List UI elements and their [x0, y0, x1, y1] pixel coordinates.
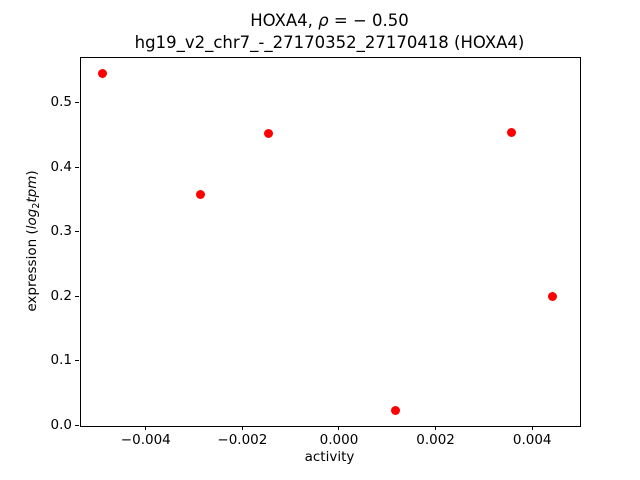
y-tick-label: 0.0	[50, 416, 72, 433]
chart-subtitle: hg19_v2_chr7_-_27170352_27170418 (HOXA4)	[134, 32, 525, 52]
data-point	[507, 128, 517, 138]
chart-title-gene: HOXA4,	[250, 11, 319, 30]
y-tick-label: 0.3	[50, 223, 72, 240]
y-tick-mark	[75, 166, 79, 168]
chart-title-rho-value: = − 0.50	[328, 11, 409, 30]
y-tick-label: 0.5	[50, 94, 72, 111]
y-axis-label-tpm: tpm	[24, 175, 40, 203]
y-tick-label: 0.2	[50, 287, 72, 304]
y-tick-mark	[75, 102, 79, 104]
y-tick-label: 0.1	[50, 352, 72, 369]
x-tick-mark	[338, 426, 340, 430]
data-point	[548, 292, 558, 302]
x-tick-label: 0.000	[319, 432, 359, 448]
x-tick-label: 0.002	[416, 432, 455, 448]
y-tick-mark	[75, 295, 79, 297]
x-tick-label: −0.004	[120, 432, 171, 448]
data-point	[196, 189, 206, 199]
y-tick-mark	[75, 360, 79, 362]
y-axis-label-subscript: 2	[31, 202, 42, 209]
x-tick-mark	[241, 426, 243, 430]
x-axis-label: activity	[304, 449, 355, 465]
x-tick-label: −0.002	[217, 432, 268, 448]
x-tick-mark	[531, 426, 533, 430]
data-point	[264, 128, 274, 138]
plot-area	[80, 57, 581, 427]
x-tick-mark	[435, 426, 437, 430]
x-tick-mark	[145, 426, 147, 430]
data-point	[98, 68, 108, 78]
y-tick-mark	[75, 424, 79, 426]
chart-title: HOXA4, ρ = − 0.50 hg19_v2_chr7_-_27170352…	[80, 10, 579, 53]
y-tick-label: 0.4	[50, 158, 72, 175]
data-point	[390, 405, 400, 415]
y-tick-mark	[75, 231, 79, 233]
chart-title-rho-symbol: ρ	[318, 11, 329, 30]
x-tick-label: 0.004	[512, 432, 552, 448]
